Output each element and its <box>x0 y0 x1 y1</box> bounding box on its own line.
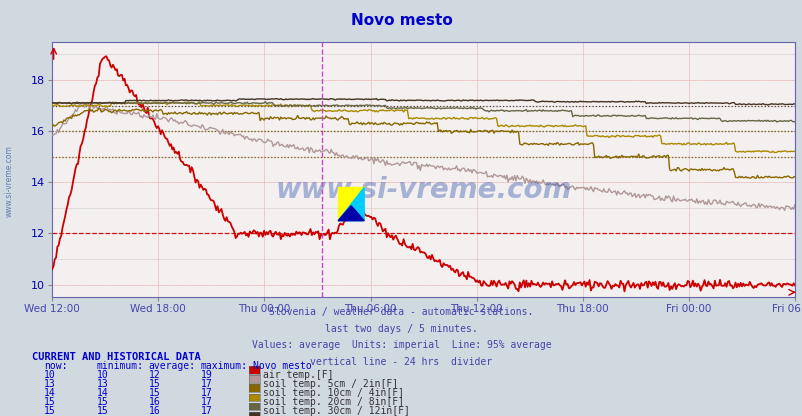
Text: 15: 15 <box>44 406 56 416</box>
Text: 15: 15 <box>96 406 108 416</box>
Text: average:: average: <box>148 361 196 371</box>
Text: 13: 13 <box>96 379 108 389</box>
Text: 15: 15 <box>44 397 56 407</box>
Text: last two days / 5 minutes.: last two days / 5 minutes. <box>325 324 477 334</box>
Polygon shape <box>338 188 364 220</box>
Text: Slovenia / weather data - automatic stations.: Slovenia / weather data - automatic stat… <box>269 307 533 317</box>
Text: 14: 14 <box>44 388 56 398</box>
Text: soil temp. 20cm / 8in[F]: soil temp. 20cm / 8in[F] <box>263 397 404 407</box>
Text: 10: 10 <box>96 370 108 380</box>
Text: soil temp. 10cm / 4in[F]: soil temp. 10cm / 4in[F] <box>263 388 404 398</box>
Text: soil temp. 30cm / 12in[F]: soil temp. 30cm / 12in[F] <box>263 406 410 416</box>
Polygon shape <box>338 206 364 220</box>
Text: Novo mesto: Novo mesto <box>350 13 452 28</box>
Text: 16: 16 <box>148 397 160 407</box>
Text: 10: 10 <box>44 370 56 380</box>
Text: now:: now: <box>44 361 67 371</box>
Text: maximum:: maximum: <box>200 361 248 371</box>
Text: minimum:: minimum: <box>96 361 144 371</box>
Text: 17: 17 <box>200 388 213 398</box>
Text: www.si-vreme.com: www.si-vreme.com <box>275 176 571 204</box>
Text: 17: 17 <box>200 397 213 407</box>
Text: 14: 14 <box>96 388 108 398</box>
Text: 15: 15 <box>148 379 160 389</box>
Text: CURRENT AND HISTORICAL DATA: CURRENT AND HISTORICAL DATA <box>32 352 200 362</box>
Text: air temp.[F]: air temp.[F] <box>263 370 334 380</box>
Text: Values: average  Units: imperial  Line: 95% average: Values: average Units: imperial Line: 95… <box>251 340 551 350</box>
Text: 15: 15 <box>96 397 108 407</box>
Text: 19: 19 <box>200 370 213 380</box>
Text: vertical line - 24 hrs  divider: vertical line - 24 hrs divider <box>310 357 492 367</box>
Text: 15: 15 <box>148 388 160 398</box>
Text: www.si-vreme.com: www.si-vreme.com <box>5 145 14 217</box>
Text: Novo mesto: Novo mesto <box>253 361 311 371</box>
Text: 16: 16 <box>148 406 160 416</box>
Text: 13: 13 <box>44 379 56 389</box>
Text: soil temp. 5cm / 2in[F]: soil temp. 5cm / 2in[F] <box>263 379 398 389</box>
Text: 12: 12 <box>148 370 160 380</box>
Text: 17: 17 <box>200 406 213 416</box>
Polygon shape <box>338 188 364 220</box>
Text: 17: 17 <box>200 379 213 389</box>
